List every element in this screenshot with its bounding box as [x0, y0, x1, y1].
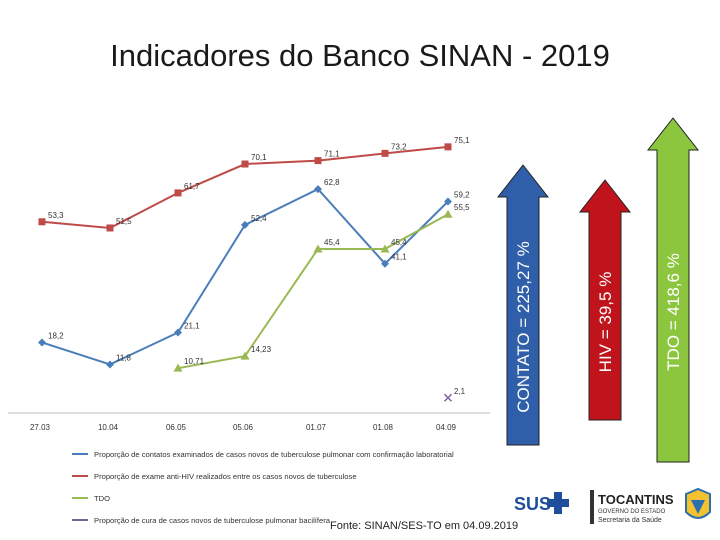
series-3-label-4: 14,23: [251, 345, 272, 354]
legend-label-1: Proporção de contatos examinados de caso…: [94, 450, 454, 459]
sus-logo-text: SUS: [514, 494, 551, 514]
series-2-label-5: 71,1: [324, 150, 340, 159]
series-2-point-2: [106, 224, 114, 232]
x-tick-label-3: 06.05: [166, 423, 187, 432]
growth-arrow-label-3: TDO = 418,6 %: [664, 253, 683, 371]
series-2-point-7: [444, 143, 452, 151]
series-1-label-6: 41,1: [391, 253, 407, 262]
series-1-label-5: 62,8: [324, 178, 340, 187]
growth-arrow-label-1: CONTATO = 225,27 %: [514, 241, 533, 413]
x-tick-label-7: 04.09: [436, 423, 457, 432]
series-3-point-6: [380, 244, 390, 253]
tocantins-logo-sub2: Secretaria da Saúde: [598, 517, 662, 524]
series-1-label-4: 52,4: [251, 214, 267, 223]
series-2-label-2: 51,5: [116, 217, 132, 226]
legend-label-3: TDO: [94, 494, 110, 503]
series-3-point-7: [443, 209, 453, 218]
legend-item-4: Proporção de cura de casos novos de tube…: [72, 516, 331, 525]
series-2-point-5: [314, 157, 322, 165]
series-1-point-2: [106, 360, 114, 369]
series-3-label-5: 45,4: [324, 238, 340, 247]
series-3-point-3: [173, 363, 183, 372]
growth-arrow-3: TDO = 418,6 %: [646, 117, 700, 463]
x-tick-label-4: 05.06: [233, 423, 254, 432]
legend-item-3: TDO: [72, 494, 110, 503]
x-tick-label-6: 01.08: [373, 423, 394, 432]
series-1-point-4: [241, 220, 249, 229]
series-4-label-7: 2,1: [454, 387, 466, 396]
legend-label-4: Proporção de cura de casos novos de tube…: [94, 516, 331, 525]
sus-logo: SUS: [514, 492, 569, 514]
growth-arrow-1: CONTATO = 225,27 %: [496, 164, 550, 446]
series-3-label-7: 55,5: [454, 203, 470, 212]
x-tick-label-1: 27.03: [30, 423, 51, 432]
series-2-point-4: [241, 160, 249, 168]
source-note: Fonte: SINAN/SES-TO em 04.09.2019: [330, 520, 519, 532]
series-3: 10,71 14,23 45,4 45,4 55,5: [173, 203, 470, 372]
chart-background: [2, 110, 490, 540]
series-1-label-7: 59,2: [454, 191, 470, 200]
series-2-label-7: 75,1: [454, 136, 470, 145]
legend-label-2: Proporção de exame anti-HIV realizados e…: [94, 472, 357, 481]
growth-arrow-shape-2: [578, 179, 632, 421]
growth-arrow-label-2: HIV = 39,5 %: [596, 272, 615, 373]
x-tick-label-5: 01.07: [306, 423, 327, 432]
series-2-point-1: [38, 218, 46, 226]
series-3-label-6: 45,4: [391, 238, 407, 247]
legend-item-2: Proporção de exame anti-HIV realizados e…: [72, 472, 357, 481]
tocantins-logo: TOCANTINS GOVERNO DO ESTADO Secretaria d…: [590, 487, 711, 524]
series-2-label-6: 73,2: [391, 142, 407, 151]
growth-arrow-2: HIV = 39,5 %: [578, 179, 632, 421]
series-4: 2,1: [443, 387, 466, 402]
tocantins-logo-title: TOCANTINS: [598, 492, 674, 507]
series-3-point-5: [313, 244, 323, 253]
series-2: 53,3 51,5 61,7 70,1 71,1 73,2 75,1: [38, 136, 470, 232]
x-tick-label-2: 10.04: [98, 423, 119, 432]
growth-arrow-shape-1: [496, 164, 550, 446]
series-3-point-4: [240, 351, 250, 360]
series-2-label-1: 53,3: [48, 211, 64, 220]
series-1-label-1: 18,2: [48, 331, 64, 340]
legend-item-1: Proporção de contatos examinados de caso…: [72, 450, 454, 459]
series-1-label-3: 21,1: [184, 321, 200, 330]
series-3-label-3: 10,71: [184, 357, 205, 366]
series-4-point-7: [443, 393, 453, 402]
series-1-point-1: [38, 338, 46, 347]
series-2-label-4: 70,1: [251, 153, 267, 162]
series-1-label-2: 11,8: [116, 353, 132, 362]
series-1-point-6: [381, 259, 389, 268]
line-chart: 18,2 11,8 21,1 52,4 62,8 41,1 59,2 53,3 51,5 61,7…: [2, 110, 700, 540]
series-1: 18,2 11,8 21,1 52,4 62,8 41,1 59,2: [38, 178, 470, 369]
growth-arrow-shape-3: [646, 117, 700, 463]
series-2-label-3: 61,7: [184, 182, 200, 191]
tocantins-logo-sub1: GOVERNO DO ESTADO: [598, 509, 666, 515]
page-title: Indicadores do Banco SINAN - 2019: [110, 38, 610, 73]
series-1-point-5: [314, 185, 322, 194]
series-1-point-3: [174, 328, 182, 337]
series-2-point-3: [174, 189, 182, 197]
series-2-point-6: [381, 149, 389, 157]
series-1-point-7: [444, 197, 452, 206]
